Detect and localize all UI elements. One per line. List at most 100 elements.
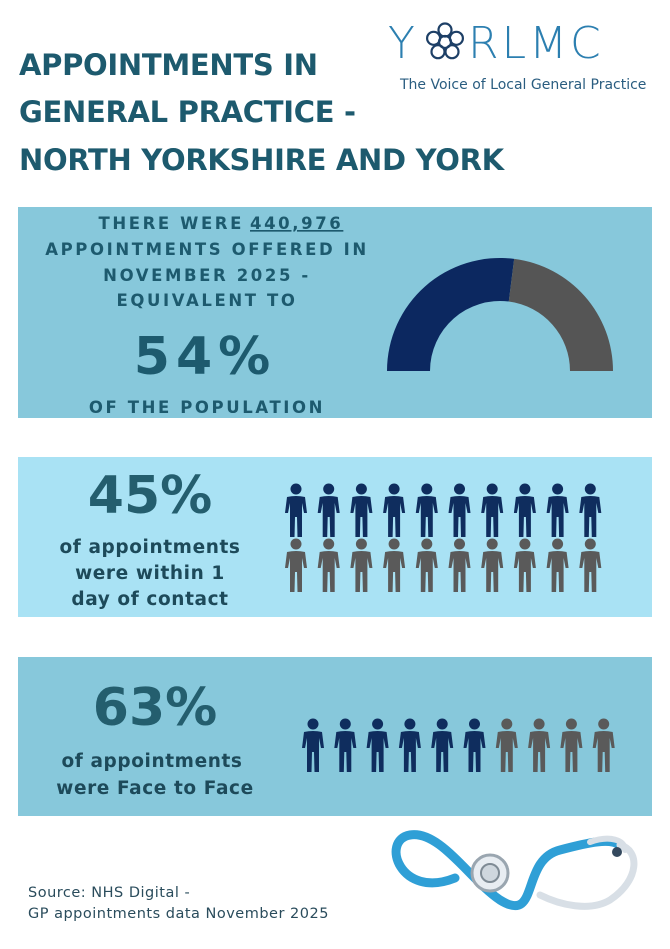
gauge-rest — [508, 258, 613, 371]
person-body — [302, 731, 324, 772]
percent: 45% — [88, 466, 212, 526]
title-line: GENERAL PRACTICE - — [19, 95, 356, 129]
person-head — [501, 718, 513, 730]
person-head — [323, 538, 335, 550]
person-icon — [398, 718, 421, 772]
person-body — [366, 731, 389, 772]
person-body — [350, 496, 373, 537]
person-body — [513, 496, 536, 537]
person-body — [546, 551, 569, 592]
source: GP appointments data November 2025 — [28, 906, 329, 922]
person-body — [431, 731, 454, 772]
person-icon — [366, 718, 389, 772]
stethoscope — [391, 830, 638, 911]
person-head — [436, 718, 448, 730]
person-body — [317, 496, 340, 537]
person-head — [454, 483, 465, 495]
panel-text: OF THE POPULATION — [89, 398, 325, 417]
person-head — [355, 483, 367, 495]
person-head — [519, 538, 531, 550]
person-icon — [481, 483, 504, 537]
person-icon — [285, 483, 307, 537]
person-icon — [546, 483, 569, 537]
logo-right: RLMC — [468, 18, 604, 69]
panel-text: were within 1 — [75, 563, 225, 584]
person-body — [448, 551, 471, 592]
person-head — [339, 718, 351, 730]
title-line: APPOINTMENTS IN — [19, 48, 318, 82]
person-head — [388, 538, 400, 550]
person-icon — [302, 718, 324, 772]
person-head — [307, 718, 319, 730]
person-icon — [415, 538, 438, 592]
person-icon — [560, 718, 583, 772]
person-head — [486, 483, 498, 495]
person-head — [565, 718, 577, 730]
person-body — [481, 496, 504, 537]
person-body — [383, 496, 406, 537]
person-icon — [546, 538, 569, 592]
person-body — [334, 731, 357, 772]
person-head — [355, 538, 367, 550]
person-body — [317, 551, 340, 592]
person-icon — [579, 538, 602, 592]
person-head — [290, 538, 302, 550]
person-icon — [513, 483, 536, 537]
logo-tagline: The Voice of Local General Practice — [399, 77, 646, 93]
person-icon — [383, 538, 406, 592]
person-icon — [495, 718, 518, 772]
person-body — [448, 496, 471, 537]
person-icon — [317, 483, 340, 537]
panel-text: day of contact — [71, 589, 228, 610]
person-icon — [431, 718, 454, 772]
count: 440,976 — [250, 214, 343, 233]
percent: 63% — [93, 678, 217, 738]
people-icons — [302, 718, 615, 772]
person-icon — [285, 538, 307, 592]
person-body — [560, 731, 583, 772]
person-body — [579, 551, 602, 592]
person-body — [513, 551, 536, 592]
person-icon — [481, 538, 504, 592]
person-body — [350, 551, 373, 592]
person-head — [323, 483, 335, 495]
person-head — [404, 718, 416, 730]
logo-flower — [426, 22, 464, 60]
panel-text: of appointments — [59, 537, 240, 558]
percent: 54% — [134, 327, 276, 387]
person-body — [495, 731, 518, 772]
person-head — [584, 538, 596, 550]
person-icon — [383, 483, 406, 537]
person-icon — [448, 483, 471, 537]
person-head — [372, 718, 384, 730]
person-head — [598, 718, 610, 730]
person-body — [592, 731, 615, 772]
gauge — [387, 258, 613, 371]
person-icon — [317, 538, 340, 592]
person-icon — [592, 718, 615, 772]
person-head — [454, 538, 465, 550]
person-body — [285, 551, 307, 592]
person-body — [546, 496, 569, 537]
person-head — [469, 718, 480, 730]
panel-text: were Face to Face — [56, 778, 254, 799]
panel-text: EQUIVALENT TO — [117, 291, 298, 310]
person-head — [552, 483, 564, 495]
panel — [18, 457, 652, 617]
person-icon — [513, 538, 536, 592]
person-head — [552, 538, 564, 550]
person-head — [519, 483, 531, 495]
person-icon — [350, 483, 373, 537]
person-head — [388, 483, 400, 495]
person-head — [533, 718, 545, 730]
person-icon — [334, 718, 357, 772]
logo-left: Y — [388, 18, 415, 69]
person-icon — [463, 718, 486, 772]
person-head — [584, 483, 596, 495]
person-head — [421, 538, 433, 550]
person-body — [528, 731, 551, 772]
person-icon — [415, 483, 438, 537]
people-icons — [285, 483, 602, 592]
person-body — [579, 496, 602, 537]
